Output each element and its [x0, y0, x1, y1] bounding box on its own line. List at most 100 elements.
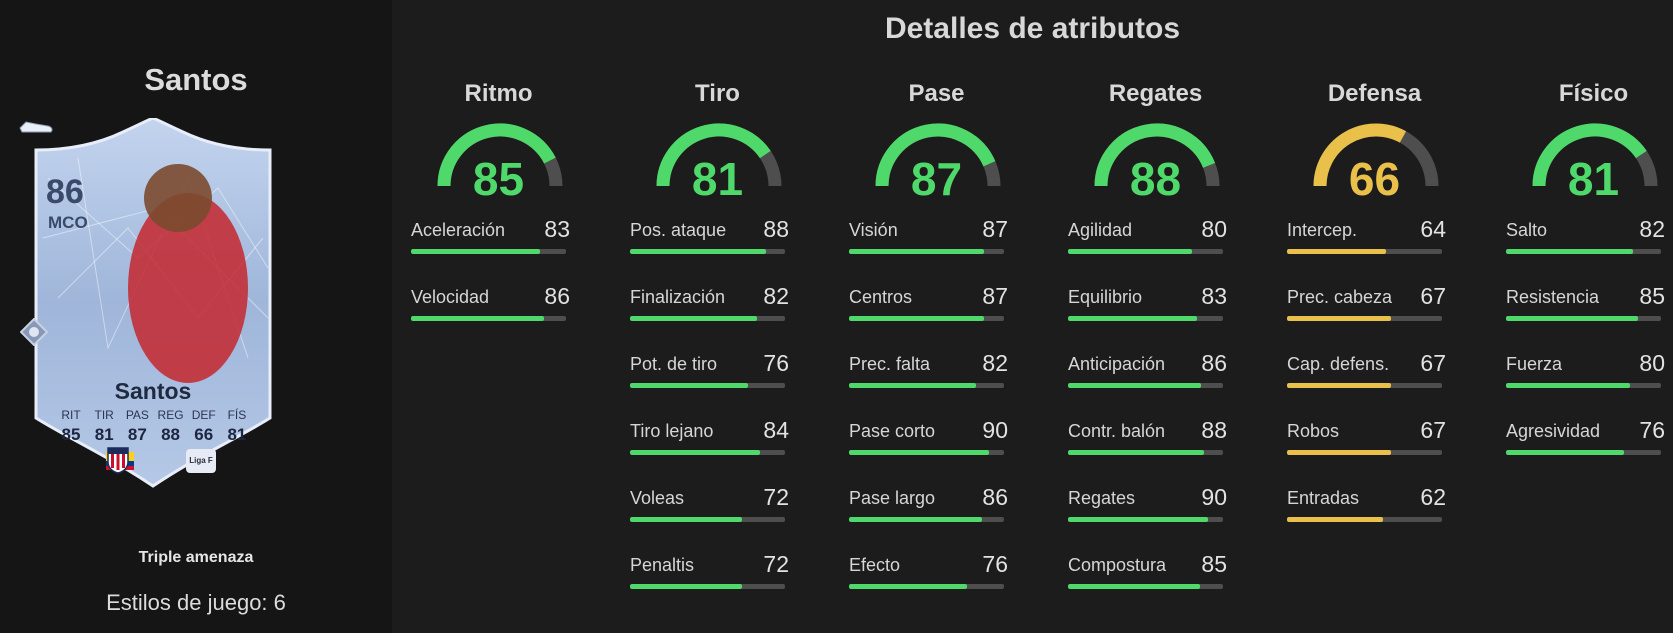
attribute-bar-fill — [1287, 249, 1387, 254]
attribute-bar — [630, 249, 785, 254]
attribute-bar — [411, 316, 566, 321]
attribute-bar-fill — [1068, 450, 1205, 455]
gauge-arc — [1532, 123, 1658, 187]
attribute-value: 82 — [763, 283, 789, 309]
attribute-label: Centros — [849, 287, 913, 307]
attribute-value: 86 — [1201, 350, 1227, 376]
attribute-row: Finalización 82 — [630, 283, 805, 354]
attribute-label: Prec. cabeza — [1287, 287, 1393, 307]
category-gauge: 88 — [1068, 110, 1243, 220]
attribute-bar-fill — [1287, 450, 1391, 455]
attribute-bar-fill — [1287, 383, 1391, 388]
attribute-bar — [849, 584, 1004, 589]
attribute-value: 87 — [982, 216, 1008, 242]
attribute-bar-fill — [630, 450, 761, 455]
attribute-bar — [1068, 383, 1223, 388]
attribute-label: Visión — [849, 220, 898, 240]
attribute-value: 85 — [1201, 551, 1227, 577]
attribute-value: 88 — [763, 216, 789, 242]
attribute-row: Pase largo 86 — [849, 484, 1024, 555]
category-title: Tiro — [695, 80, 740, 107]
attribute-row: Salto 82 — [1506, 216, 1673, 287]
attribute-value: 80 — [1201, 216, 1227, 242]
attribute-label: Pot. de tiro — [630, 354, 718, 374]
attribute-bar-fill — [1506, 383, 1630, 388]
gauge-fill — [656, 123, 771, 187]
attribute-bar — [1068, 316, 1223, 321]
attribute-bar — [1506, 316, 1661, 321]
card-stat-label: RIT — [61, 408, 81, 422]
attribute-label: Efecto — [849, 555, 901, 575]
attribute-row: Visión 87 — [849, 216, 1024, 287]
attribute-bar-fill — [630, 249, 767, 254]
attribute-value: 90 — [982, 417, 1008, 443]
category-title: Ritmo — [464, 80, 533, 107]
card-rating: 86 — [46, 173, 84, 211]
category-title: Regates — [1108, 80, 1203, 107]
card-stat-value: 81 — [94, 425, 114, 444]
card-stat-label: PAS — [125, 408, 149, 422]
card-stat-reg: REG 88 — [156, 408, 186, 445]
gauge-fill — [437, 123, 556, 187]
attribute-bar-fill — [849, 383, 977, 388]
attribute-bar — [1506, 249, 1661, 254]
category-gauge: 87 — [849, 110, 1024, 220]
attribute-row: Contr. balón 88 — [1068, 417, 1243, 488]
attribute-bar-fill — [1068, 249, 1192, 254]
attribute-value: 67 — [1420, 283, 1446, 309]
attribute-row: Compostura 85 — [1068, 551, 1243, 622]
player-card[interactable]: 86 MCO Santos RIT 85 TIR 81 PAS 87 REG 8… — [18, 118, 288, 496]
attribute-row: Prec. cabeza 67 — [1287, 283, 1462, 354]
attribute-label: Cap. defens. — [1287, 354, 1390, 374]
gauge-arc — [875, 123, 1001, 187]
attribute-label: Resistencia — [1506, 287, 1600, 307]
attribute-label: Salto — [1506, 220, 1548, 240]
attribute-bar — [849, 316, 1004, 321]
attribute-row: Aceleración 83 — [411, 216, 586, 287]
attribute-label: Pase largo — [849, 488, 936, 508]
category-gauge: 81 — [630, 110, 805, 220]
attribute-bar-fill — [849, 517, 983, 522]
attribute-bar-fill — [411, 249, 540, 254]
card-stat-value: 87 — [127, 425, 147, 444]
attribute-label: Pos. ataque — [630, 220, 727, 240]
attribute-label: Aceleración — [411, 220, 506, 240]
attribute-row: Pot. de tiro 76 — [630, 350, 805, 421]
attribute-row: Intercep. 64 — [1287, 216, 1462, 287]
attribute-row: Pos. ataque 88 — [630, 216, 805, 287]
attribute-bar-fill — [1506, 450, 1624, 455]
card-stat-tir: TIR 81 — [89, 408, 119, 445]
attribute-bar — [630, 450, 785, 455]
attribute-row: Resistencia 85 — [1506, 283, 1673, 354]
attribute-bar — [849, 517, 1004, 522]
attribute-row: Robos 67 — [1287, 417, 1462, 488]
attribute-bar-fill — [849, 316, 984, 321]
attribute-bar-fill — [1506, 316, 1638, 321]
attribute-row: Cap. defens. 67 — [1287, 350, 1462, 421]
attribute-label: Pase corto — [849, 421, 936, 441]
card-stat-rit: RIT 85 — [56, 408, 86, 445]
attribute-value: 76 — [1639, 417, 1665, 443]
attribute-bar-fill — [1068, 316, 1197, 321]
club-crest-icon — [107, 447, 129, 474]
gauge-fill — [1532, 123, 1647, 187]
attribute-row: Equilibrio 83 — [1068, 283, 1243, 354]
attribute-row: Pase corto 90 — [849, 417, 1024, 488]
card-stat-value: 66 — [194, 425, 214, 444]
gauge-arc — [437, 123, 563, 187]
card-stat-label: FÍS — [227, 408, 247, 422]
card-stat-label: TIR — [94, 408, 114, 422]
attribute-row: Centros 87 — [849, 283, 1024, 354]
attribute-bar-fill — [630, 584, 742, 589]
attribute-bar — [630, 316, 785, 321]
player-name: Santos — [144, 62, 248, 97]
attribute-bar — [1287, 249, 1442, 254]
attribute-bar-fill — [630, 517, 742, 522]
attribute-row: Agilidad 80 — [1068, 216, 1243, 287]
attribute-bar-fill — [849, 450, 989, 455]
attribute-row: Voleas 72 — [630, 484, 805, 555]
card-stat-value: 81 — [227, 425, 247, 444]
attribute-bar — [1068, 584, 1223, 589]
attribute-label: Agresividad — [1506, 421, 1601, 441]
category-title: Defensa — [1327, 80, 1422, 107]
